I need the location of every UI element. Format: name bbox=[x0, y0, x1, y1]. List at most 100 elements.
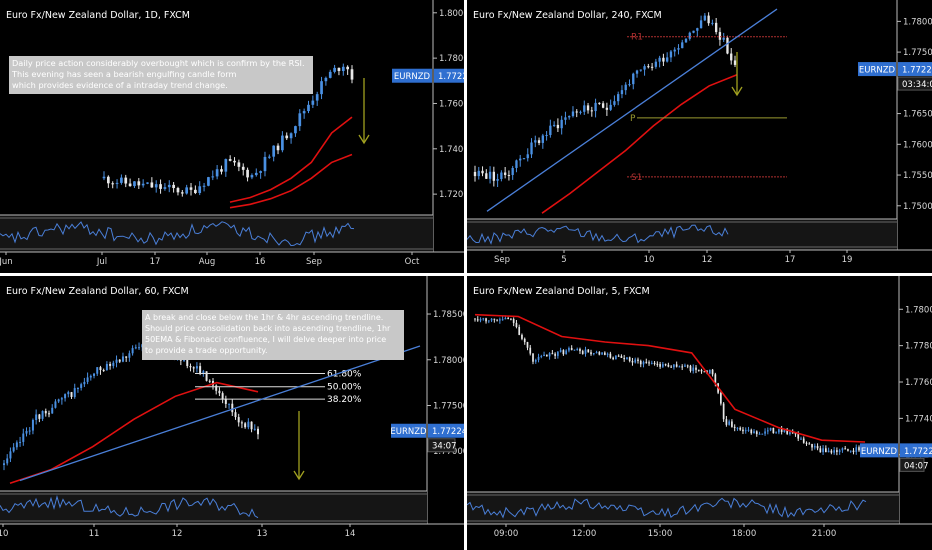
candle-body bbox=[587, 349, 590, 353]
chart-5m[interactable]: 1.780001.778001.776001.774001.7720009:00… bbox=[467, 276, 932, 550]
candle-body bbox=[93, 373, 96, 376]
candle-body bbox=[595, 352, 598, 354]
candle-body bbox=[526, 342, 529, 348]
candle-body bbox=[858, 447, 860, 451]
candle-body bbox=[246, 169, 249, 178]
horizontal-divider bbox=[0, 273, 932, 276]
down-arrow-head bbox=[358, 134, 370, 145]
candle-body bbox=[722, 37, 725, 40]
x-tick-label: Oct bbox=[405, 257, 420, 267]
candle-body bbox=[523, 338, 526, 343]
candle-body bbox=[3, 463, 5, 465]
candle-body bbox=[647, 66, 650, 68]
candle-body bbox=[490, 318, 493, 321]
candle-body bbox=[25, 430, 28, 434]
candle-body bbox=[231, 403, 234, 413]
level-label: 38.20% bbox=[327, 395, 362, 405]
chart-title: Euro Fx/New Zealand Dollar, 1D, FXCM bbox=[6, 10, 190, 21]
candle-body bbox=[579, 348, 581, 352]
candle-body bbox=[681, 42, 684, 49]
candle-body bbox=[670, 366, 673, 368]
candle-body bbox=[138, 347, 141, 349]
candle-body bbox=[60, 398, 63, 400]
candle-body bbox=[70, 392, 73, 397]
chart-panel-daily[interactable]: 1.80000 1.78000 1.76000 1.74000 1.72000 Jun Ju… bbox=[0, 0, 464, 273]
candle-body bbox=[661, 364, 664, 367]
x-tick-label: 5 bbox=[561, 255, 566, 265]
candle-body bbox=[692, 30, 695, 33]
candle-body bbox=[650, 362, 653, 364]
candle-body bbox=[328, 71, 332, 78]
candle-body bbox=[557, 351, 559, 356]
price-label-box bbox=[428, 423, 464, 438]
candle-body bbox=[207, 177, 210, 186]
candle-body bbox=[205, 371, 208, 381]
candle-body bbox=[681, 366, 684, 368]
candle-body bbox=[838, 450, 841, 452]
candle-body bbox=[711, 369, 714, 375]
chart-title: Euro Fx/New Zealand Dollar, 240, FXCM bbox=[473, 10, 662, 21]
candle-body bbox=[263, 156, 267, 172]
candle-body bbox=[479, 319, 482, 321]
candle-body bbox=[121, 356, 124, 362]
candle-body bbox=[794, 433, 797, 435]
candle-body bbox=[221, 393, 224, 400]
chart-panel-5m[interactable]: 1.780001.778001.776001.774001.7720009:00… bbox=[467, 276, 932, 550]
ema-line bbox=[474, 313, 866, 443]
symbol-label: EURNZD bbox=[859, 66, 896, 76]
chart-1h[interactable]: 1.785001.780001.775001.7700061.80%50.00%… bbox=[0, 276, 464, 550]
candle-body bbox=[215, 169, 219, 177]
candle-body bbox=[541, 135, 544, 143]
candle-body bbox=[253, 428, 256, 430]
candle-body bbox=[307, 104, 310, 112]
candle-body bbox=[560, 119, 563, 129]
x-tick-label: Jun bbox=[0, 257, 13, 267]
candle-body bbox=[584, 349, 587, 354]
candle-body bbox=[650, 66, 654, 68]
candle-body bbox=[115, 182, 119, 184]
symbol-label-box bbox=[858, 62, 896, 77]
candle-body bbox=[537, 140, 541, 143]
candle-body bbox=[485, 173, 488, 179]
candle-body bbox=[816, 445, 819, 449]
candle-body bbox=[639, 69, 642, 71]
candle-body bbox=[656, 363, 659, 365]
candle-body bbox=[176, 188, 180, 193]
candle-body bbox=[28, 430, 31, 432]
candle-body bbox=[780, 429, 783, 433]
candle-body bbox=[341, 66, 345, 72]
candle-body bbox=[609, 353, 612, 358]
candle-body bbox=[257, 428, 259, 435]
ema-line bbox=[541, 74, 738, 214]
chart-daily[interactable]: 1.80000 1.78000 1.76000 1.74000 1.72000 Jun Ju… bbox=[0, 0, 464, 273]
candle-body bbox=[824, 448, 827, 453]
candle-body bbox=[474, 318, 476, 320]
price-label: 1.77224 bbox=[432, 427, 464, 437]
candle-body bbox=[289, 133, 293, 139]
candle-body bbox=[783, 429, 786, 433]
candle-body bbox=[603, 352, 606, 355]
candle-body bbox=[228, 403, 231, 405]
chart-title: Euro Fx/New Zealand Dollar, 5, FXCM bbox=[473, 286, 650, 297]
candle-body bbox=[590, 110, 593, 112]
candle-body bbox=[805, 442, 808, 444]
candle-body bbox=[337, 67, 341, 72]
ascending-trendline bbox=[486, 8, 778, 212]
chart-panel-1h[interactable]: 1.785001.780001.775001.7700061.80%50.00%… bbox=[0, 276, 464, 550]
candle-body bbox=[6, 458, 9, 464]
candle-body bbox=[601, 103, 605, 108]
candle-body bbox=[38, 414, 41, 419]
rsi-panel-background bbox=[0, 215, 433, 252]
chart-panel-4h[interactable]: 1.780001.775001.770001.765001.760001.755… bbox=[467, 0, 932, 273]
candle-body bbox=[41, 411, 44, 419]
candle-body bbox=[324, 77, 328, 82]
candle-body bbox=[789, 432, 791, 434]
candle-body bbox=[707, 15, 710, 24]
candle-body bbox=[643, 66, 646, 70]
chart-4h[interactable]: 1.780001.775001.770001.765001.760001.755… bbox=[467, 0, 932, 273]
candle-body bbox=[620, 356, 623, 358]
candle-body bbox=[333, 67, 336, 72]
candle-body bbox=[598, 352, 601, 355]
price-label: 1.77224 bbox=[904, 447, 932, 457]
candle-body bbox=[594, 102, 597, 112]
